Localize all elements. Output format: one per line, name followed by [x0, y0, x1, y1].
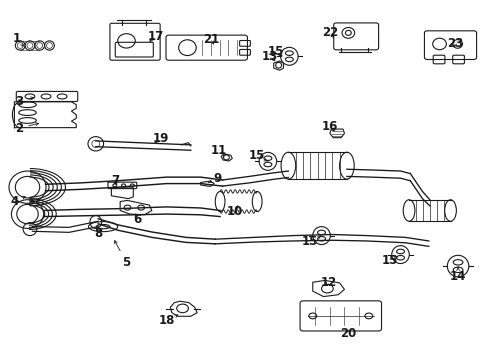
Text: 8: 8 — [94, 226, 102, 239]
Text: 11: 11 — [211, 144, 227, 157]
Text: 15: 15 — [302, 235, 321, 248]
Text: 14: 14 — [449, 267, 465, 283]
Text: 18: 18 — [158, 314, 178, 327]
Text: 20: 20 — [339, 327, 355, 340]
Text: 9: 9 — [208, 172, 222, 185]
Text: 4: 4 — [10, 195, 25, 208]
Text: 15: 15 — [381, 254, 397, 267]
Text: 13: 13 — [261, 50, 277, 63]
Text: 16: 16 — [322, 121, 338, 134]
Text: 21: 21 — [203, 33, 219, 46]
Text: 12: 12 — [320, 276, 336, 289]
Text: 22: 22 — [321, 27, 337, 40]
Text: 1: 1 — [12, 32, 23, 46]
Text: 15: 15 — [267, 45, 284, 58]
Text: 5: 5 — [114, 240, 130, 269]
Text: 3: 3 — [15, 95, 34, 108]
Text: 19: 19 — [152, 132, 168, 145]
Text: 6: 6 — [133, 213, 141, 226]
Text: 23: 23 — [446, 36, 462, 50]
Text: 2: 2 — [15, 122, 39, 135]
Text: 7: 7 — [111, 174, 119, 186]
Text: 10: 10 — [226, 205, 243, 218]
Text: 17: 17 — [147, 30, 163, 43]
Text: 15: 15 — [248, 149, 267, 162]
